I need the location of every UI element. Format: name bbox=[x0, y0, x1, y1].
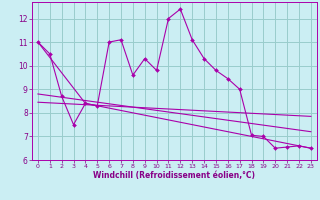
X-axis label: Windchill (Refroidissement éolien,°C): Windchill (Refroidissement éolien,°C) bbox=[93, 171, 255, 180]
